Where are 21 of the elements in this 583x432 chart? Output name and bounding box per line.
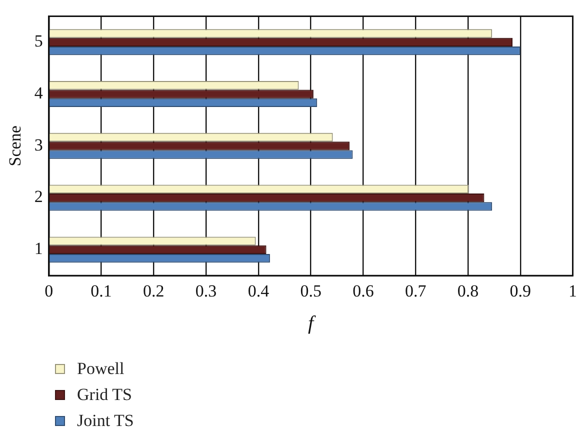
x-tick-label: 0.8: [457, 281, 479, 300]
x-tick-label: 0.6: [352, 281, 374, 300]
x-tick-label: 0.2: [143, 281, 164, 300]
x-tick-label: 0.7: [404, 281, 427, 300]
x-tick-label: 0.3: [195, 281, 217, 300]
y-axis-title: Scene: [6, 126, 25, 166]
x-tick-label: 1: [568, 281, 577, 300]
y-tick-label: 4: [34, 83, 44, 102]
legend-label: Grid TS: [77, 385, 132, 405]
x-tick-label: 0.9: [510, 281, 531, 300]
y-tick-label: 5: [34, 32, 43, 51]
x-tick-label: 0.5: [300, 281, 322, 300]
y-tick-label: 2: [34, 187, 43, 206]
x-tick-label: 0.1: [90, 281, 112, 300]
x-axis-title: f: [308, 312, 316, 334]
y-tick-label: 1: [34, 239, 43, 258]
x-tick-label: 0: [44, 281, 54, 300]
legend-label: Powell: [77, 359, 124, 379]
y-tick-label: 3: [34, 135, 43, 154]
x-tick-label: 0.4: [248, 281, 270, 300]
legend-label: Joint TS: [77, 411, 134, 431]
